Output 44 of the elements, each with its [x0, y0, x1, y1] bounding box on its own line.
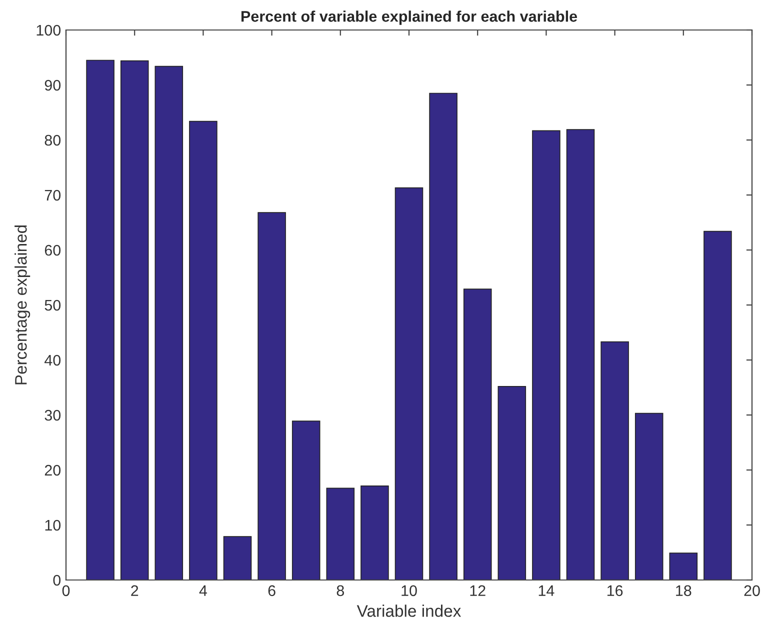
y-axis-title: Percentage explained [14, 225, 30, 384]
x-tick-label: 8 [336, 585, 344, 596]
x-axis-title: Variable index [356, 604, 462, 617]
bar [669, 552, 698, 580]
bar [566, 129, 595, 580]
bar [154, 66, 184, 580]
bar [292, 420, 320, 580]
x-tick-label: 0 [62, 585, 70, 596]
bar [429, 92, 458, 580]
x-tick-label: 16 [607, 585, 623, 596]
x-tick-label: 20 [744, 585, 760, 596]
y-tick-label: 10 [45, 520, 61, 531]
bar [360, 486, 389, 580]
x-tick-label: 12 [470, 585, 486, 596]
bar [532, 130, 560, 580]
x-tick-label: 6 [268, 585, 276, 596]
x-tick-label: 14 [538, 585, 554, 596]
y-tick-label: 90 [44, 80, 61, 91]
y-tick-label: 0 [53, 574, 61, 586]
bar [326, 488, 355, 580]
bar [394, 187, 424, 580]
bar [498, 386, 526, 580]
bar [463, 288, 492, 580]
bar [600, 341, 629, 580]
y-tick-label: 50 [44, 300, 61, 311]
bar [258, 212, 286, 580]
y-tick-label: 80 [44, 134, 61, 146]
y-tick-label: 20 [44, 464, 61, 476]
bar [120, 60, 149, 580]
x-tick-label: 18 [676, 585, 692, 596]
bar [86, 60, 114, 580]
bar [223, 536, 252, 580]
x-tick-label: 10 [402, 585, 417, 596]
x-tick-label: 2 [131, 585, 138, 596]
y-tick-label: 70 [44, 190, 61, 201]
bar [704, 230, 732, 580]
y-tick-label: 30 [44, 410, 61, 421]
chart-title: Percent of variable explained for each variable [241, 10, 578, 25]
bar [634, 412, 664, 580]
x-tick-label: 4 [199, 585, 207, 596]
y-tick-label: 100 [36, 24, 61, 36]
y-tick-label: 40 [44, 354, 61, 366]
bar [189, 120, 218, 580]
y-tick-label: 60 [44, 244, 61, 256]
